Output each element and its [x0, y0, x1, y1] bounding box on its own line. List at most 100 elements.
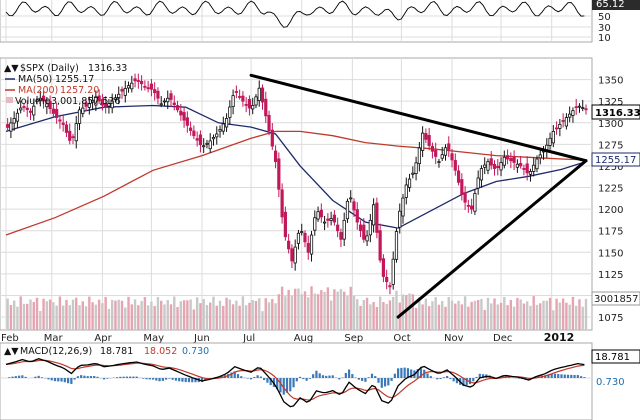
macd-hist-bar — [145, 378, 148, 380]
volume-bar — [9, 305, 13, 330]
macd-hist-bar — [351, 374, 354, 378]
candle-body — [316, 211, 320, 220]
volume-bar — [267, 302, 271, 330]
candle-body — [564, 117, 568, 127]
macd-hist-bar — [263, 378, 266, 381]
macd-hist-bar — [325, 375, 328, 378]
candle-body — [94, 96, 98, 106]
candle-body — [372, 204, 376, 226]
candle-body — [107, 103, 111, 107]
candle-body — [117, 93, 121, 99]
volume-bar — [45, 301, 49, 330]
volume-bar — [519, 299, 522, 330]
volume-bar — [71, 299, 75, 330]
candle-body — [512, 156, 516, 163]
rsi-tick: 30 — [598, 23, 611, 34]
candle-body — [486, 161, 490, 171]
volume-bar — [349, 286, 352, 330]
volume-bar — [176, 307, 179, 330]
macd-hist-bar — [508, 377, 511, 378]
month-tick-label: 2012 — [544, 331, 575, 344]
candle-body — [100, 99, 104, 106]
volume-bar — [333, 289, 336, 330]
macd-hist-bar — [187, 378, 191, 383]
candle-body — [368, 219, 372, 236]
candle-body — [45, 103, 49, 108]
macd-hist-bar — [465, 378, 468, 385]
macd-hist-bar — [161, 378, 164, 381]
candle-body — [126, 85, 131, 89]
rsi-top-tick: 65.12 — [596, 0, 625, 10]
price-tick-label: 1350 — [598, 76, 623, 87]
last-close-legend: 1316.33 — [88, 63, 127, 74]
macd-hist-bar — [14, 376, 17, 378]
volume-bar — [578, 299, 581, 330]
ma50-label: MA(50) — [18, 74, 52, 85]
volume-bar — [55, 305, 58, 330]
volume-bar — [228, 299, 232, 330]
macd-hist-bar — [357, 378, 361, 380]
price-tick-label: 1225 — [598, 184, 623, 195]
macd-hist-value: 0.730 — [182, 346, 209, 357]
candle-body — [561, 120, 565, 122]
macd-hist-bar — [70, 378, 73, 384]
candle-body — [198, 134, 203, 146]
volume-bar — [137, 305, 140, 330]
volume-bar — [35, 297, 39, 330]
candle-body — [179, 110, 183, 116]
candle-body — [434, 150, 438, 157]
volume-bar — [6, 298, 9, 330]
volume-bar — [84, 306, 88, 330]
volume-bar — [290, 295, 294, 330]
macd-hist-bar — [289, 378, 292, 392]
macd-hist-bar — [76, 376, 79, 378]
candle-body — [9, 122, 13, 132]
volume-bar — [450, 300, 454, 330]
candle-body — [450, 153, 454, 161]
candle-body — [123, 87, 127, 96]
candle-body — [424, 133, 428, 140]
macd-signal-line — [5, 359, 585, 401]
volume-bar — [12, 300, 16, 330]
macd-hist-bar — [40, 377, 44, 378]
price-legend: ▲▼ $SPX (Daily) 1316.33 MA(50) 1255.17 M… — [4, 63, 127, 107]
volume-bar — [408, 293, 411, 330]
candle-body — [254, 96, 258, 106]
candle-body — [571, 110, 575, 116]
candle-body — [476, 177, 480, 189]
volume-bar — [297, 288, 300, 330]
price-tick-label: 1125 — [598, 270, 623, 281]
volume-bar — [231, 304, 235, 330]
macd-hist-flag-text: 0.730 — [596, 377, 625, 388]
volume-bar — [271, 298, 274, 330]
candle-body — [192, 130, 196, 137]
volume-bar — [388, 300, 392, 330]
volume-bar — [150, 301, 153, 330]
candle-body — [149, 83, 154, 90]
candle-body — [443, 147, 448, 156]
volume-bar — [133, 299, 137, 330]
candle-body — [146, 87, 150, 90]
volume-bar — [512, 306, 516, 330]
macd-hist-bar — [318, 373, 321, 378]
volume-bar — [447, 297, 450, 330]
candle-body — [277, 158, 281, 190]
volume-bar — [58, 296, 62, 330]
macd-hist-bar — [240, 376, 243, 378]
volume-bar — [385, 303, 388, 330]
macd-hist-bar — [174, 378, 178, 381]
macd-hist-bar — [266, 378, 269, 383]
candle-body — [538, 154, 542, 159]
volume-bar — [467, 306, 470, 330]
volume-bar — [284, 296, 287, 330]
volume-bar — [395, 290, 398, 330]
volume-bar — [457, 300, 460, 330]
candle-body — [440, 154, 444, 159]
macd-hist-bar — [168, 378, 171, 379]
candle-body — [296, 232, 301, 244]
candle-body — [208, 140, 212, 150]
volume-bar — [251, 300, 254, 330]
candle-body — [522, 168, 526, 170]
volume-bar — [19, 296, 22, 330]
